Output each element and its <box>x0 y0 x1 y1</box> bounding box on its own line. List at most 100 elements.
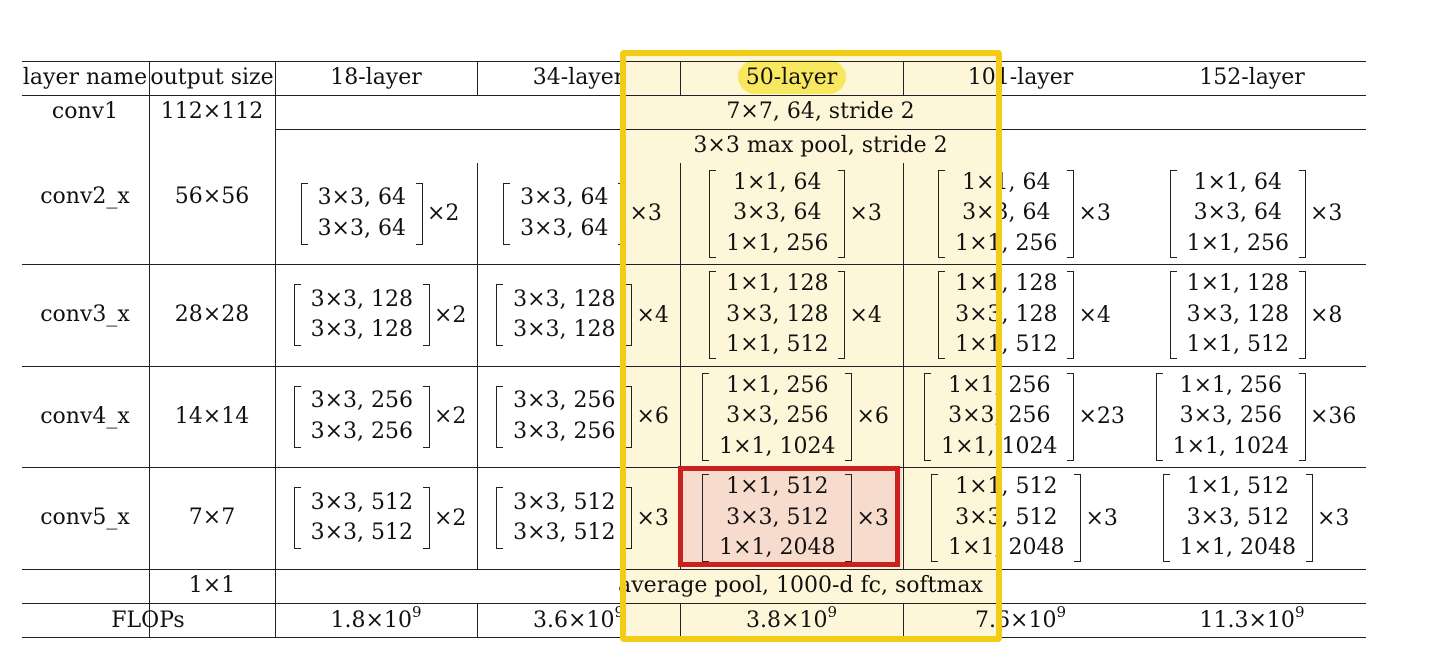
conv4-50-layer-block: 1×1, 256 3×3, 256 1×1, 1024 ×6 <box>694 372 897 461</box>
left-bracket <box>496 284 504 346</box>
right-bracket <box>1067 271 1075 359</box>
layer-spec: 1×1, 64 <box>733 169 822 195</box>
bracketed-block: 1×1, 256 3×3, 256 1×1, 1024 <box>1155 371 1306 462</box>
layer-spec: 3×3, 512 <box>726 504 829 530</box>
layer-spec: 1×1, 256 <box>1179 372 1282 398</box>
block-repeat-count: ×2 <box>433 505 467 531</box>
flops-mantissa: 1.8 <box>330 608 366 633</box>
layer-spec: 1×1, 512 <box>955 474 1058 500</box>
block-repeat-count: ×3 <box>849 201 882 226</box>
right-bracket <box>1305 474 1313 562</box>
layer-spec: 1×1, 2048 <box>948 535 1065 561</box>
block-layers: 1×1, 128 3×3, 128 1×1, 512 <box>945 269 1067 360</box>
conv5-18-layer-block: 3×3, 512 3×3, 512 ×2 <box>289 473 471 563</box>
block-repeat-count: ×3 <box>856 505 889 531</box>
bracketed-block: 3×3, 512 3×3, 512 <box>293 487 430 549</box>
block-repeat-count: ×2 <box>433 404 467 429</box>
right-bracket <box>1067 169 1075 258</box>
conv4-34-layer-block: 3×3, 256 3×3, 256 ×6 <box>491 372 674 461</box>
flops-base: ×10 <box>1248 608 1295 633</box>
conv3-18-layer-block: 3×3, 128 3×3, 128 ×2 <box>289 270 471 360</box>
layer-spec: 1×1, 2048 <box>719 535 836 561</box>
left-bracket <box>293 487 301 549</box>
right-bracket <box>845 474 853 562</box>
conv3-name: conv3_x <box>40 302 130 327</box>
layer-spec: 1×1, 128 <box>1186 271 1289 297</box>
conv2-name: conv2_x <box>40 183 130 209</box>
block-repeat-count: ×4 <box>1078 302 1111 328</box>
header-101-layer: 101-layer <box>967 65 1074 90</box>
block-layers: 3×3, 512 3×3, 512 <box>301 488 423 549</box>
layer-spec: 1×1, 128 <box>726 271 829 297</box>
flops-34-layer: 3.6×109 <box>533 605 624 633</box>
left-bracket <box>1162 474 1170 562</box>
layer-spec: 3×3, 512 <box>310 489 413 515</box>
right-bracket <box>1074 474 1082 562</box>
conv4-name: conv4_x <box>40 403 130 429</box>
block-layers: 3×3, 128 3×3, 128 <box>301 285 423 346</box>
layer-spec: 3×3, 512 <box>310 520 413 545</box>
left-bracket <box>496 487 504 549</box>
bracketed-block: 1×1, 512 3×3, 512 1×1, 2048 <box>1162 472 1313 563</box>
conv4-output-size: 14×14 <box>174 403 250 429</box>
flops-exponent: 9 <box>614 603 624 621</box>
conv3-152-layer-block: 1×1, 128 3×3, 128 1×1, 512 ×8 <box>1152 270 1360 360</box>
conv5-50-layer-block: 1×1, 512 3×3, 512 1×1, 2048 ×3 <box>694 473 897 563</box>
left-bracket <box>938 169 946 258</box>
layer-spec: 3×3, 128 <box>513 286 616 312</box>
layer-spec: 3×3, 512 <box>955 504 1058 530</box>
left-bracket <box>1169 271 1177 359</box>
layer-spec: 3×3, 64 <box>1193 200 1282 226</box>
left-bracket <box>1155 372 1163 461</box>
layer-spec: 1×1, 1024 <box>719 433 836 459</box>
bracketed-block: 1×1, 64 3×3, 64 1×1, 256 <box>938 169 1075 258</box>
block-repeat-count: ×8 <box>1309 302 1343 328</box>
layer-spec: 3×3, 64 <box>520 185 609 211</box>
flops-mantissa: 11.3 <box>1199 608 1249 633</box>
conv1-spec: 7×7, 64, stride 2 <box>726 99 915 124</box>
conv3-output-size: 28×28 <box>174 302 250 327</box>
block-repeat-count: ×2 <box>426 201 460 226</box>
header-152-layer: 152-layer <box>1199 65 1305 90</box>
left-bracket <box>931 474 939 562</box>
block-layers: 1×1, 512 3×3, 512 1×1, 2048 <box>1170 472 1306 563</box>
conv2-152-layer-block: 1×1, 64 3×3, 64 1×1, 256 ×3 <box>1152 169 1360 258</box>
header-layer-name: layer name <box>22 65 148 90</box>
layer-spec: 1×1, 256 <box>1186 230 1289 256</box>
table-column-rule <box>477 61 479 95</box>
block-layers: 1×1, 128 3×3, 128 1×1, 512 <box>1177 269 1299 360</box>
block-repeat-count: ×3 <box>636 505 669 531</box>
table-column-rule <box>903 603 905 637</box>
layer-spec: 3×3, 64 <box>520 215 609 241</box>
block-repeat-count: ×4 <box>849 302 882 328</box>
flops-base: ×10 <box>1010 608 1057 633</box>
layer-spec: 1×1, 64 <box>962 169 1051 195</box>
table-rule <box>22 61 1366 63</box>
bracketed-block: 3×3, 128 3×3, 128 <box>293 284 430 346</box>
right-bracket <box>838 169 846 258</box>
flops-exponent: 9 <box>1056 603 1066 621</box>
flops-label: FLOPs <box>111 608 185 633</box>
block-repeat-count: ×3 <box>1316 505 1350 531</box>
layer-spec: 3×3, 512 <box>1186 504 1289 530</box>
flops-mantissa: 3.6 <box>533 608 569 633</box>
header-50-layer: 50-layer <box>745 65 838 90</box>
block-layers: 3×3, 64 3×3, 64 <box>510 183 618 244</box>
block-repeat-count: ×3 <box>1085 505 1118 531</box>
conv2-18-layer-block: 3×3, 64 3×3, 64 ×2 <box>289 169 471 258</box>
layer-spec: 1×1, 512 <box>1186 474 1289 500</box>
block-layers: 1×1, 256 3×3, 256 1×1, 1024 <box>1163 371 1299 462</box>
block-repeat-count: ×23 <box>1078 404 1125 429</box>
conv2-101-layer-block: 1×1, 64 3×3, 64 1×1, 256 ×3 <box>917 169 1132 258</box>
layer-spec: 3×3, 128 <box>726 301 829 327</box>
layer-spec: 3×3, 64 <box>317 215 406 241</box>
bracketed-block: 1×1, 128 3×3, 128 1×1, 512 <box>709 271 846 359</box>
right-bracket <box>625 284 633 346</box>
conv5-name: conv5_x <box>40 505 130 530</box>
bracketed-block: 1×1, 512 3×3, 512 1×1, 2048 <box>931 474 1082 562</box>
block-repeat-count: ×4 <box>636 302 669 328</box>
bracketed-block: 1×1, 128 3×3, 128 1×1, 512 <box>1169 269 1306 360</box>
bracketed-block: 3×3, 64 3×3, 64 <box>300 182 423 245</box>
bracketed-block: 3×3, 256 3×3, 256 <box>293 385 430 448</box>
block-layers: 3×3, 256 3×3, 256 <box>301 386 423 447</box>
